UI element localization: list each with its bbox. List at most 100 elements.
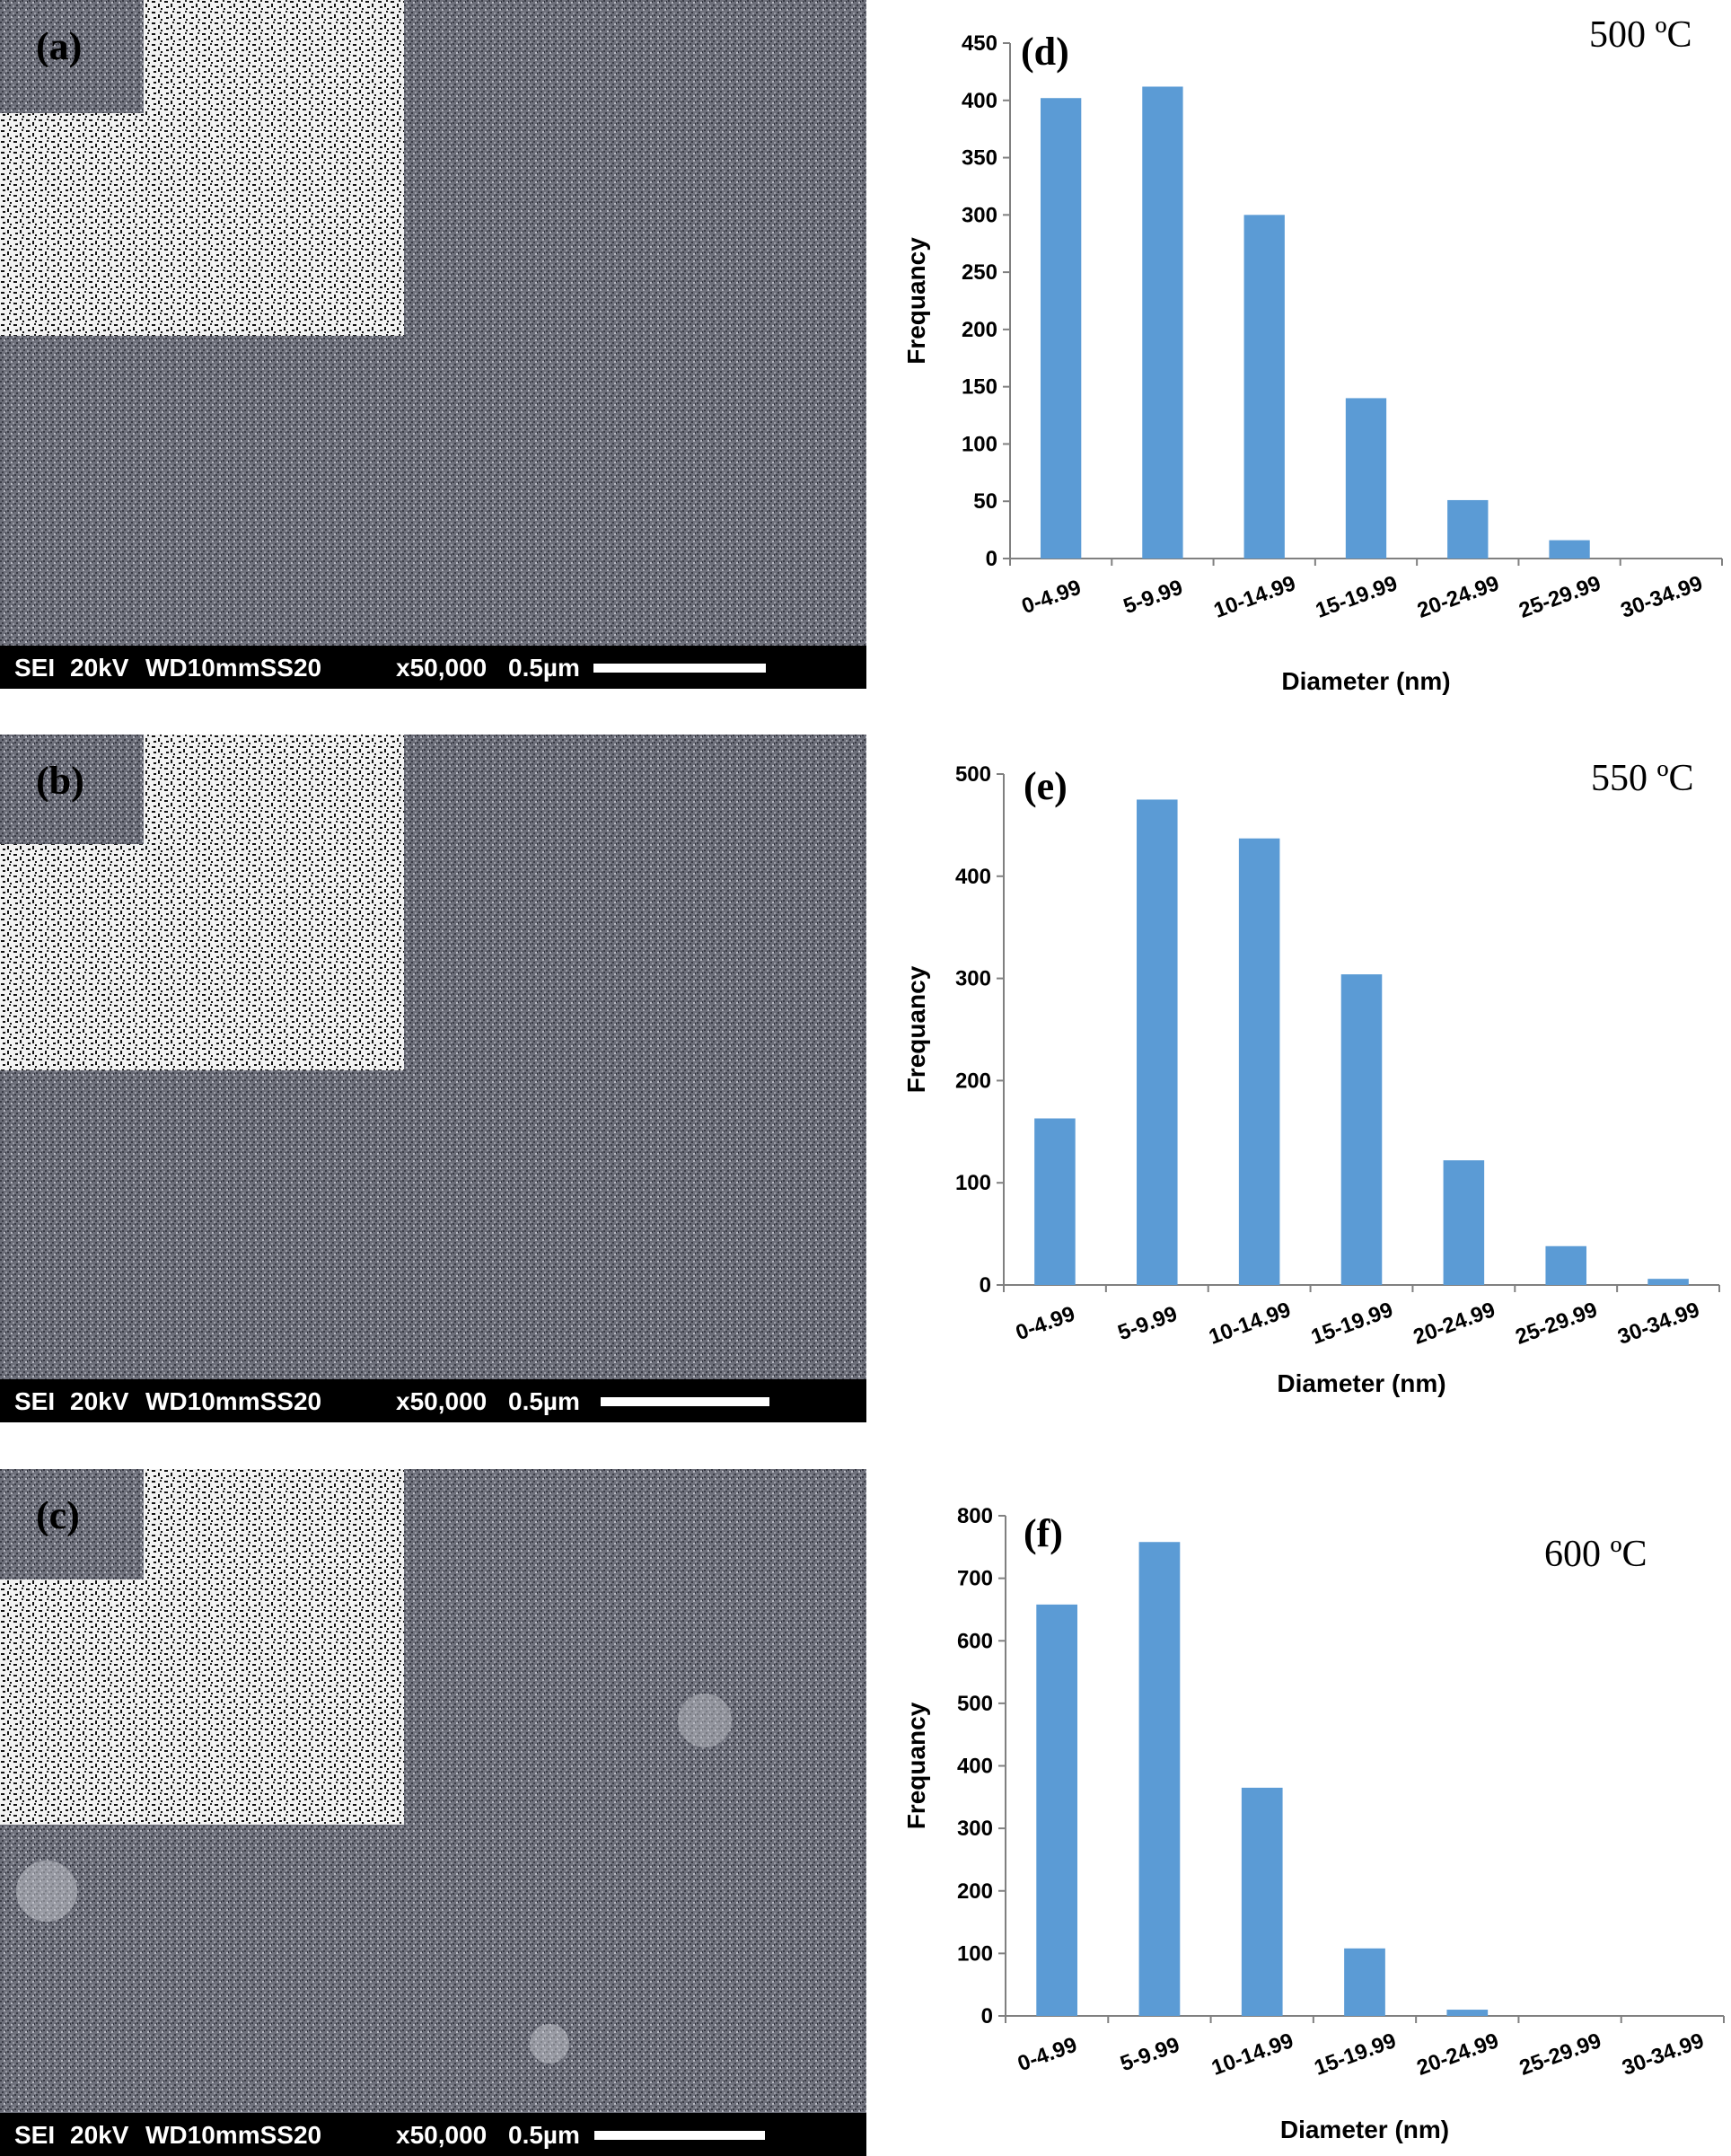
temperature-label: 500 ºC xyxy=(1589,14,1692,56)
panel-label: (d) xyxy=(1021,30,1069,74)
x-tick-label: 20-24.99 xyxy=(1414,571,1502,623)
bar-15-19.99 xyxy=(1344,1948,1385,2016)
scalebar-scale: 0.5µm xyxy=(508,1387,580,1415)
x-tick-label: 5-9.99 xyxy=(1117,2033,1182,2077)
x-tick-label: 20-24.99 xyxy=(1410,1298,1498,1350)
bar-10-14.99 xyxy=(1241,1787,1283,2016)
y-tick-label: 600 xyxy=(957,1629,993,1653)
bar-5-9.99 xyxy=(1138,1542,1181,2016)
bar-5-9.99 xyxy=(1142,86,1183,559)
y-tick-label: 50 xyxy=(973,489,997,514)
y-tick-label: 800 xyxy=(957,1504,993,1528)
temperature-label: 600 ºC xyxy=(1544,1534,1648,1575)
y-tick-label: 200 xyxy=(962,318,997,342)
y-tick-label: 300 xyxy=(962,203,997,227)
y-tick-label: 400 xyxy=(957,1755,993,1779)
y-tick-label: 100 xyxy=(962,432,997,456)
bar-25-29.99 xyxy=(1545,1245,1586,1285)
scalebar-mode: SEI xyxy=(14,654,56,682)
y-tick-label: 700 xyxy=(957,1567,993,1591)
sem-image-b: SEI 20kV WD10mmSS20 x50,000 0.5µm (b) xyxy=(0,735,866,1422)
histogram-svg: 0 100 200 300 400 500 600 700 800 0-4.99 5-9.99 10-… xyxy=(902,1504,1725,2143)
x-tick-label: 0-4.99 xyxy=(1015,2033,1080,2077)
scalebar-voltage: 20kV xyxy=(70,654,129,682)
y-tick-label: 100 xyxy=(957,1941,993,1966)
scalebar-line xyxy=(593,664,766,673)
x-tick-label: 30-34.99 xyxy=(1614,1298,1702,1350)
y-tick-label: 350 xyxy=(962,146,997,171)
x-axis-title: Diameter (nm) xyxy=(1277,1369,1445,1397)
y-tick-label: 100 xyxy=(955,1171,991,1195)
bar-15-19.99 xyxy=(1345,398,1387,559)
x-tick-label: 20-24.99 xyxy=(1414,2028,1502,2081)
x-tick-label: 0-4.99 xyxy=(1013,1302,1078,1346)
y-tick-label: 0 xyxy=(986,547,997,571)
x-tick-label: 10-14.99 xyxy=(1206,1298,1294,1350)
bar-25-29.99 xyxy=(1549,540,1590,559)
y-tick-label: 0 xyxy=(981,2004,993,2028)
y-axis-title: Frequancy xyxy=(902,237,930,365)
x-axis-title: Diameter (nm) xyxy=(1280,2116,1449,2143)
histogram-d: 0 50 100 150 200 250 300 350 400 450 0-4.99 5-9.99 1… xyxy=(898,0,1731,709)
sem-micrograph-a xyxy=(0,0,866,646)
temperature-label: 550 ºC xyxy=(1591,758,1694,799)
scalebar-line xyxy=(601,1397,769,1406)
x-tick-label: 25-29.99 xyxy=(1516,2028,1604,2081)
y-tick-label: 200 xyxy=(955,1069,991,1093)
y-tick-label: 500 xyxy=(955,762,991,787)
panel-label-c: (c) xyxy=(36,1493,80,1537)
y-tick-label: 150 xyxy=(962,375,997,400)
sem-image-a: SEI 20kV WD10mmSS20 x50,000 0.5µm (a) xyxy=(0,0,866,689)
scalebar-mode: SEI xyxy=(14,1387,56,1415)
y-tick-label: 200 xyxy=(957,1879,993,1904)
panel-label-b: (b) xyxy=(36,759,84,803)
scalebar-magnification: x50,000 xyxy=(396,654,488,682)
scalebar-magnification: x50,000 xyxy=(396,2121,488,2149)
y-tick-label: 0 xyxy=(980,1273,991,1298)
panel-label: (e) xyxy=(1024,764,1068,808)
scalebar-mode: SEI xyxy=(14,2121,56,2149)
histogram-e: 0 100 200 300 400 500 0-4.99 5-9.99 10-14.99 15-1… xyxy=(898,735,1731,1453)
panel-label-a: (a) xyxy=(36,24,83,68)
histogram-svg: 0 50 100 150 200 250 300 350 400 450 0-4.99 5-9.99 1… xyxy=(902,14,1723,695)
y-tick-label: 500 xyxy=(957,1692,993,1716)
y-tick-label: 250 xyxy=(962,260,997,285)
bar-0-4.99 xyxy=(1040,98,1082,559)
bar-15-19.99 xyxy=(1340,974,1383,1285)
x-tick-label: 15-19.99 xyxy=(1313,571,1401,623)
scalebar-scale: 0.5µm xyxy=(508,654,580,682)
scalebar-a: SEI 20kV WD10mmSS20 x50,000 0.5µm xyxy=(0,646,866,689)
scalebar-voltage: 20kV xyxy=(70,2121,129,2149)
scalebar-c: SEI 20kV WD10mmSS20 x50,000 0.5µm xyxy=(0,2113,866,2156)
bar-5-9.99 xyxy=(1137,799,1178,1285)
x-tick-label: 25-29.99 xyxy=(1516,571,1604,623)
x-tick-label: 5-9.99 xyxy=(1120,576,1186,620)
x-tick-label: 15-19.99 xyxy=(1308,1298,1396,1350)
scalebar-voltage: 20kV xyxy=(70,1387,129,1415)
histogram-f: 0 100 200 300 400 500 600 700 800 0-4.99 5-9.99 10-… xyxy=(898,1469,1731,2156)
y-tick-label: 400 xyxy=(962,89,997,113)
scalebar-line xyxy=(594,2131,765,2140)
scalebar-wd: WD10mmSS20 xyxy=(145,654,322,682)
bar-10-14.99 xyxy=(1238,838,1280,1285)
x-tick-label: 15-19.99 xyxy=(1311,2028,1399,2081)
y-axis-title: Frequancy xyxy=(902,965,930,1093)
bar-20-24.99 xyxy=(1446,2010,1489,2016)
y-tick-label: 300 xyxy=(957,1817,993,1841)
sem-micrograph-c xyxy=(0,1469,866,2113)
x-axis-title: Diameter (nm) xyxy=(1281,667,1450,695)
scalebar-magnification: x50,000 xyxy=(396,1387,488,1415)
bar-10-14.99 xyxy=(1243,215,1285,559)
scalebar-wd: WD10mmSS20 xyxy=(145,1387,322,1415)
y-tick-label: 400 xyxy=(955,865,991,889)
x-tick-label: 30-34.99 xyxy=(1618,571,1706,623)
bar-0-4.99 xyxy=(1034,1118,1076,1285)
histogram-svg: 0 100 200 300 400 500 0-4.99 5-9.99 10-14.99 15-1… xyxy=(902,758,1720,1397)
bar-20-24.99 xyxy=(1447,499,1489,559)
x-tick-label: 0-4.99 xyxy=(1018,576,1084,620)
x-tick-label: 10-14.99 xyxy=(1208,2028,1296,2081)
scalebar-scale: 0.5µm xyxy=(508,2121,580,2149)
panel-label: (f) xyxy=(1024,1511,1063,1555)
y-tick-label: 450 xyxy=(962,31,997,56)
bar-0-4.99 xyxy=(1036,1604,1077,2016)
